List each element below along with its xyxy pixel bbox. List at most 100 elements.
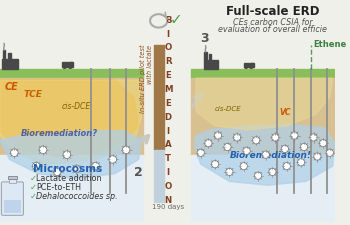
Bar [8, 53, 10, 59]
Circle shape [226, 168, 233, 176]
Text: ✓: ✓ [30, 183, 37, 192]
Polygon shape [0, 80, 139, 157]
Text: I: I [167, 30, 170, 39]
Circle shape [253, 137, 260, 144]
Text: TCE: TCE [24, 90, 43, 99]
Text: cis-DCE: cis-DCE [215, 106, 242, 112]
Circle shape [63, 151, 71, 158]
Circle shape [310, 134, 317, 141]
Text: CE: CE [5, 82, 19, 92]
Bar [154, 150, 164, 202]
Circle shape [250, 65, 253, 68]
Circle shape [205, 140, 212, 147]
Polygon shape [194, 124, 335, 185]
Text: In-situ ERD pilot test
with lactate: In-situ ERD pilot test with lactate [140, 45, 153, 113]
Circle shape [197, 149, 204, 156]
Circle shape [298, 159, 305, 166]
Bar [209, 54, 211, 60]
Text: I: I [167, 168, 170, 177]
Circle shape [326, 149, 334, 156]
Text: Ethene: Ethene [314, 40, 347, 49]
Circle shape [291, 132, 298, 139]
Text: T: T [165, 154, 171, 163]
Text: PCE-to-ETH: PCE-to-ETH [36, 183, 81, 192]
Circle shape [39, 146, 47, 154]
Bar [204, 52, 207, 60]
Bar [204, 60, 218, 69]
Text: E: E [165, 71, 171, 80]
Bar [154, 45, 164, 150]
Text: cis-DCE: cis-DCE [62, 102, 91, 111]
Circle shape [63, 65, 66, 68]
Circle shape [320, 140, 327, 147]
Bar [70, 62, 73, 67]
Bar [2, 58, 18, 69]
Text: O: O [164, 43, 172, 52]
Bar [191, 7, 335, 222]
Text: I: I [167, 127, 170, 136]
Text: Dehalococcoides sp.: Dehalococcoides sp. [36, 192, 118, 201]
Text: B: B [165, 16, 172, 25]
Text: N: N [165, 196, 172, 205]
Text: 3: 3 [200, 32, 208, 45]
Circle shape [214, 132, 222, 139]
Bar [0, 7, 144, 222]
Text: Lactate addition: Lactate addition [36, 174, 102, 183]
Circle shape [122, 146, 130, 154]
Bar [0, 155, 144, 222]
Bar [191, 78, 335, 155]
Circle shape [109, 156, 117, 163]
Bar [191, 155, 335, 222]
Circle shape [33, 162, 40, 170]
Bar [191, 69, 335, 78]
Bar [0, 7, 144, 69]
Text: 190 days: 190 days [152, 204, 184, 210]
FancyBboxPatch shape [1, 182, 23, 215]
Text: ✓: ✓ [30, 192, 37, 201]
Circle shape [92, 162, 99, 170]
Circle shape [211, 161, 219, 168]
Polygon shape [0, 131, 141, 179]
Bar [9, 179, 16, 183]
Circle shape [300, 143, 308, 151]
Text: A: A [165, 140, 172, 149]
Circle shape [10, 149, 18, 157]
Circle shape [272, 134, 279, 141]
Text: O: O [164, 182, 172, 191]
Circle shape [245, 65, 247, 68]
Bar [4, 200, 21, 213]
Text: 2: 2 [134, 166, 142, 179]
Circle shape [69, 65, 72, 68]
Circle shape [233, 134, 241, 141]
Circle shape [54, 168, 61, 176]
Bar [0, 78, 144, 155]
Circle shape [254, 172, 262, 179]
Text: Microcosms: Microcosms [34, 164, 103, 174]
Bar [3, 50, 6, 58]
Text: R: R [165, 57, 172, 66]
Text: CEs carbon CSIA for: CEs carbon CSIA for [233, 18, 312, 27]
Circle shape [281, 145, 288, 153]
Text: E: E [165, 99, 171, 108]
Circle shape [283, 162, 290, 170]
Bar [62, 62, 72, 67]
Text: ✓: ✓ [30, 174, 37, 183]
Circle shape [224, 143, 231, 151]
Circle shape [243, 147, 250, 155]
Circle shape [73, 165, 80, 173]
Bar [8, 176, 17, 179]
Text: D: D [165, 113, 172, 122]
Text: M: M [164, 85, 173, 94]
Text: Bioremediation!: Bioremediation! [229, 151, 312, 160]
Circle shape [314, 153, 321, 160]
Text: ✓: ✓ [170, 12, 183, 27]
Bar [0, 69, 144, 78]
Bar [251, 63, 254, 67]
Text: Bioremediation?: Bioremediation? [21, 128, 98, 137]
Text: VC: VC [279, 108, 290, 117]
Polygon shape [0, 80, 141, 164]
Circle shape [269, 168, 276, 176]
Circle shape [240, 162, 247, 170]
Bar [244, 63, 253, 67]
Circle shape [262, 151, 270, 158]
